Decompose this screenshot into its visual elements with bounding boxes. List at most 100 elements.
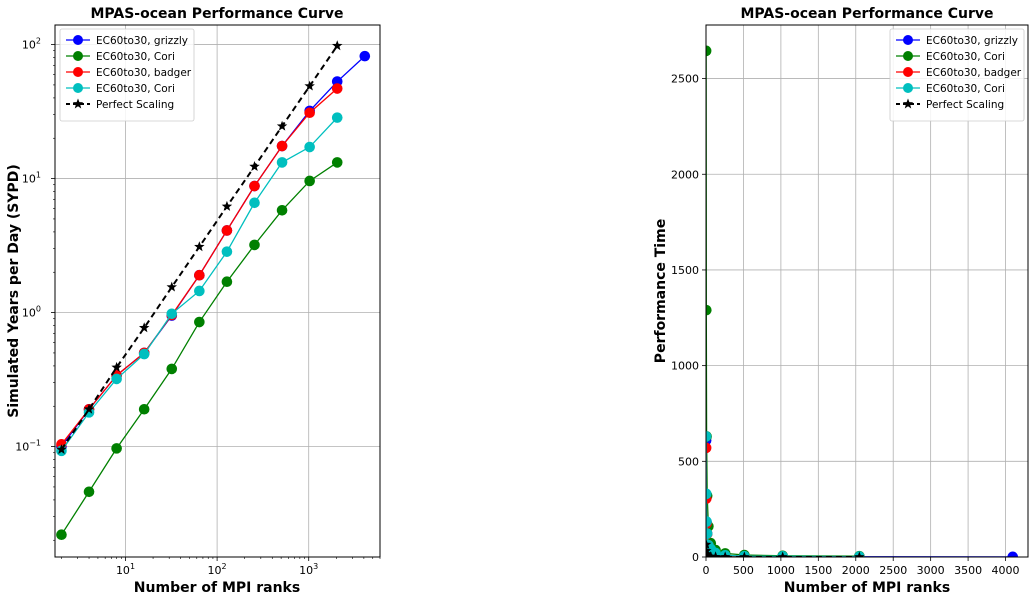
x-tick-label: 3000	[917, 564, 945, 577]
y-tick-label: 101	[22, 171, 41, 186]
y-axis-label-right: Performance Time	[653, 219, 669, 363]
data-point	[138, 403, 150, 415]
data-point	[1007, 551, 1019, 557]
series-1	[56, 157, 343, 541]
data-point	[83, 407, 95, 418]
data-point	[331, 112, 343, 123]
ticks-right: 0 500 1000 1500 2000 2500 3000 3500 4000 0 500 1000…	[671, 73, 1020, 577]
data-point	[138, 348, 150, 360]
y-axis-label-left: Simulated Years per Day (SYPD)	[6, 164, 22, 418]
x-axis-label-left: Number of MPI ranks	[134, 580, 300, 596]
data-point	[194, 285, 205, 297]
x-tick-label: 3500	[954, 564, 982, 577]
legend-right: EC60to30, grizzly EC60to30, Cori EC60to30,…	[889, 28, 1025, 122]
data-point	[706, 528, 713, 539]
data-point	[706, 431, 712, 442]
data-point	[276, 140, 288, 152]
x-tick-label: 0	[703, 564, 710, 577]
data-point	[706, 442, 712, 454]
data-point-star	[249, 161, 260, 171]
legend-label: EC60to30, badger	[926, 67, 1022, 79]
plot-area	[56, 40, 371, 541]
data-point	[304, 107, 315, 119]
data-point	[706, 45, 712, 57]
data-point	[83, 486, 95, 498]
panel-sypd-loglog: MPAS-ocean Performance Curve 101 102 10310…	[6, 6, 381, 596]
series-line	[706, 447, 860, 557]
data-point	[249, 197, 260, 209]
data-point-star	[221, 200, 233, 211]
chart-title-right: MPAS-ocean Performance Curve	[740, 6, 993, 22]
data-point	[706, 516, 712, 527]
legend-entry: EC60to30, Cori	[66, 51, 175, 63]
series-lines-left	[56, 40, 371, 541]
ticks-left: 101 102 103 10−1 100 101 102	[15, 37, 381, 577]
legend-label: EC60to30, Cori	[96, 83, 175, 95]
y-tick-label: 100	[22, 305, 41, 320]
y-tick-label: 0	[692, 551, 699, 564]
y-tick-label: 1500	[671, 264, 699, 277]
legend-entry: Perfect Scaling	[66, 98, 174, 111]
legend-label: EC60to30, grizzly	[926, 35, 1018, 47]
data-point	[276, 157, 288, 168]
legend-box	[889, 28, 1025, 122]
series-4	[56, 40, 343, 455]
y-tick-label: 10−1	[15, 439, 41, 454]
y-tick-label: 2500	[671, 73, 699, 86]
x-tick-label: 101	[116, 562, 135, 577]
series-2	[706, 442, 865, 557]
series-line	[706, 50, 860, 557]
legend-label: EC60to30, Cori	[96, 51, 175, 63]
data-point	[249, 239, 260, 251]
legend-entry: EC60to30, grizzly	[896, 35, 1018, 47]
legend-label: EC60to30, grizzly	[96, 35, 188, 47]
data-point	[221, 225, 233, 236]
legend-entry: EC60to30, badger	[66, 67, 192, 79]
data-point	[331, 83, 343, 94]
plot-area	[706, 45, 1019, 557]
series-line	[706, 440, 1013, 557]
legend-marker	[72, 98, 84, 109]
data-point	[111, 443, 122, 454]
legend-label: Perfect Scaling	[926, 99, 1004, 111]
data-point	[706, 304, 712, 316]
panel-performance-time: MPAS-ocean Performance Curve 0 500 1000 150…	[653, 6, 1029, 596]
x-tick-label: 2500	[879, 564, 907, 577]
x-tick-label: 2000	[842, 564, 870, 577]
data-point	[221, 246, 233, 257]
data-point	[166, 308, 178, 320]
data-point	[331, 157, 343, 168]
legend-marker	[903, 83, 913, 93]
data-point	[221, 276, 233, 288]
data-point-star	[138, 322, 150, 333]
data-point-star	[194, 241, 205, 252]
legend-marker	[903, 67, 913, 77]
series-0	[706, 434, 1019, 557]
data-point	[706, 488, 712, 500]
data-point	[56, 529, 67, 541]
series-line	[60, 161, 338, 536]
x-tick-label: 1500	[804, 564, 832, 577]
legend-label: Perfect Scaling	[96, 99, 174, 111]
legend-marker	[73, 67, 83, 77]
series-1	[706, 45, 865, 557]
legend-marker	[902, 98, 914, 109]
x-axis-label-right: Number of MPI ranks	[784, 580, 950, 596]
x-tick-label: 103	[299, 562, 318, 577]
data-point	[276, 204, 288, 216]
legend-label: EC60to30, Cori	[926, 83, 1005, 95]
series-3	[706, 431, 865, 557]
series-3	[56, 112, 343, 457]
data-point-star	[166, 281, 177, 292]
legend-entry: EC60to30, Cori	[66, 83, 175, 95]
data-point	[249, 180, 260, 192]
series-line	[60, 88, 338, 445]
data-point-star	[706, 539, 712, 550]
y-tick-label: 2000	[671, 168, 699, 181]
series-line	[60, 117, 338, 452]
legend-marker	[73, 83, 83, 93]
data-point	[359, 50, 371, 62]
legend-entry: EC60to30, grizzly	[66, 35, 188, 47]
data-point-star	[710, 551, 721, 557]
